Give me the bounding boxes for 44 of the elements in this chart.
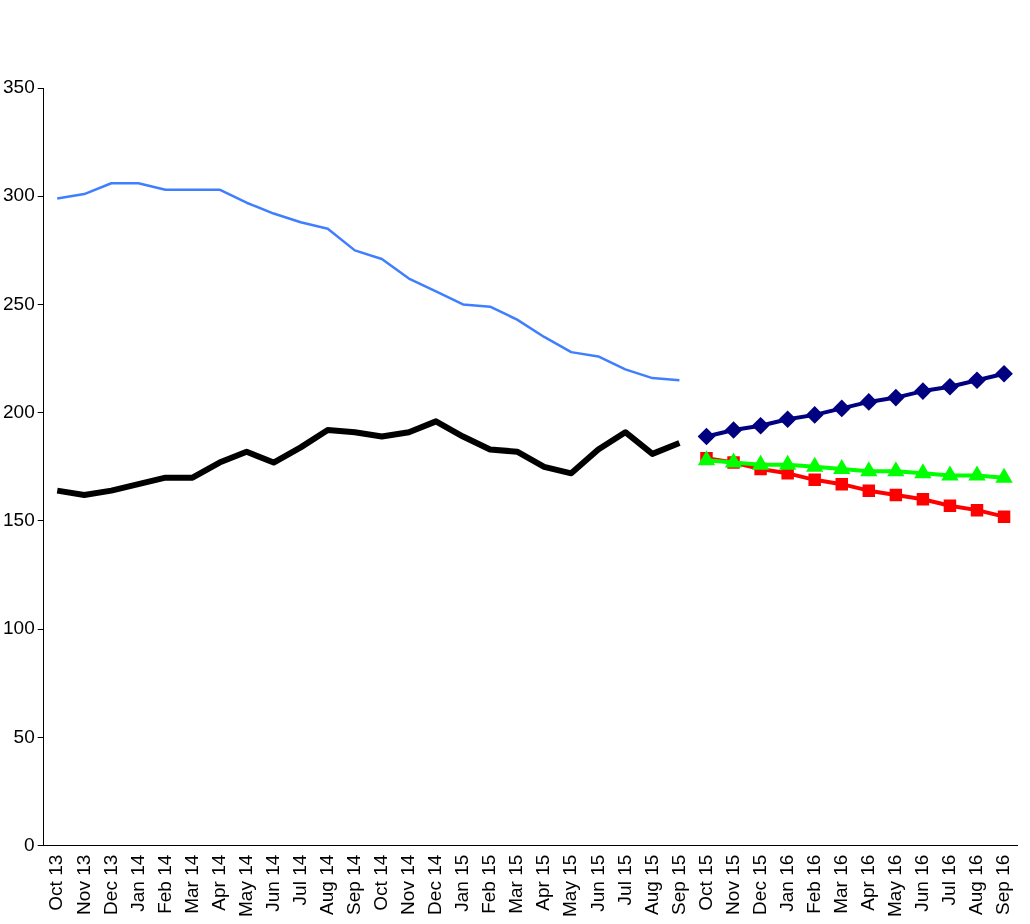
x-tick-label: Oct 13: [45, 854, 67, 911]
y-tick-label: 0: [24, 833, 35, 855]
x-tick-label: Feb 14: [153, 854, 175, 914]
x-tick-label: Jan 16: [775, 854, 797, 912]
x-tick-label: May 15: [559, 854, 581, 918]
y-tick-label: 300: [3, 184, 35, 206]
x-tick-label: Sep 15: [667, 854, 689, 915]
x-tick-label: Oct 14: [370, 854, 392, 911]
x-tick-label: Dec 13: [99, 854, 121, 915]
x-tick-label: Nov 15: [721, 854, 743, 915]
x-tick-label: Sep 16: [992, 854, 1014, 915]
x-tick-label: Nov 13: [72, 854, 94, 915]
x-tick-label: Apr 14: [207, 854, 229, 911]
y-tick-label: 250: [3, 292, 35, 314]
x-tick-label: Jul 15: [613, 854, 635, 906]
x-tick-label: Aug 16: [965, 854, 987, 915]
y-tick-label: 200: [3, 400, 35, 422]
x-tick-label: Feb 15: [478, 854, 500, 914]
x-tick-label: Jun 16: [911, 854, 933, 912]
x-tick-label: Mar 15: [505, 854, 527, 914]
x-tick-label: May 16: [884, 854, 906, 918]
y-tick-label: 350: [3, 76, 35, 98]
x-tick-label: Oct 15: [694, 854, 716, 911]
x-tick-label: Jun 14: [261, 854, 283, 912]
x-tick-label: Jan 15: [451, 854, 473, 912]
y-tick-label: 100: [3, 617, 35, 639]
x-tick-label: Feb 16: [802, 854, 824, 914]
y-tick-label: 50: [13, 725, 35, 747]
y-tick-label: 150: [3, 509, 35, 531]
x-tick-label: Dec 14: [424, 854, 446, 915]
x-tick-label: Jan 14: [126, 854, 148, 912]
x-tick-label: Apr 16: [857, 854, 879, 911]
x-tick-label: Dec 15: [748, 854, 770, 915]
x-tick-label: Jul 14: [288, 854, 310, 906]
x-tick-label: Mar 16: [829, 854, 851, 914]
x-tick-label: Apr 15: [532, 854, 554, 911]
x-tick-label: Mar 14: [180, 854, 202, 914]
x-tick-label: Jul 16: [938, 854, 960, 906]
x-tick-label: Aug 14: [315, 854, 337, 915]
x-tick-label: May 14: [234, 854, 256, 918]
x-tick-label: Aug 15: [640, 854, 662, 915]
x-tick-label: Nov 14: [397, 854, 419, 915]
x-tick-label: Jun 15: [586, 854, 608, 912]
x-tick-label: Sep 14: [343, 854, 365, 915]
